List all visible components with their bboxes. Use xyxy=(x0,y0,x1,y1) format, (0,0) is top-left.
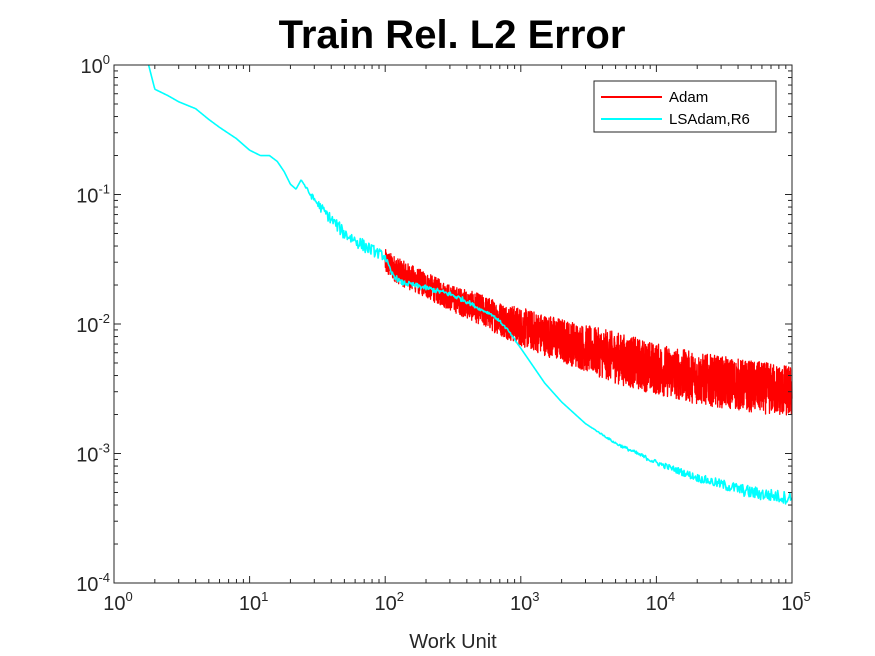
x-axis-tick-labels: 100 101 102 103 104 105 xyxy=(103,589,810,615)
x-tick-exponent: 1 xyxy=(261,589,268,604)
x-axis-label: Work Unit xyxy=(409,631,497,653)
legend-label-2: LSAdam,R6 xyxy=(669,111,750,128)
x-tick-exponent: 0 xyxy=(126,589,133,604)
series-line-2 xyxy=(147,64,793,505)
y-tick-base: 10 xyxy=(76,315,98,337)
y-tick-label: 10-4 xyxy=(76,570,110,596)
legend: Adam LSAdam,R6 xyxy=(593,80,777,133)
x-tick-base: 10 xyxy=(239,593,261,615)
x-tick-label: 100 xyxy=(103,589,132,615)
y-tick-label: 10-2 xyxy=(76,311,110,337)
y-tick-exponent: -1 xyxy=(98,182,110,197)
y-tick-base: 10 xyxy=(76,186,98,208)
legend-box xyxy=(593,80,777,133)
plot-lines xyxy=(147,64,793,505)
x-tick-label: 103 xyxy=(510,589,539,615)
y-tick-exponent: -4 xyxy=(98,570,110,585)
y-tick-base: 10 xyxy=(76,574,98,596)
x-tick-base: 10 xyxy=(374,593,396,615)
x-tick-exponent: 2 xyxy=(397,589,404,604)
y-tick-label: 10-3 xyxy=(76,441,110,467)
x-tick-label: 105 xyxy=(781,589,810,615)
x-tick-exponent: 5 xyxy=(804,589,811,604)
y-tick-label: 10-1 xyxy=(76,182,110,208)
plot-frame xyxy=(113,64,793,584)
x-tick-base: 10 xyxy=(510,593,532,615)
y-tick-exponent: -2 xyxy=(98,311,110,326)
x-tick-base: 10 xyxy=(781,593,803,615)
axis-ticks xyxy=(113,64,793,584)
y-tick-exponent: -3 xyxy=(98,441,110,456)
x-tick-exponent: 4 xyxy=(668,589,675,604)
y-tick-label: 100 xyxy=(81,52,110,78)
y-tick-exponent: 0 xyxy=(103,52,110,67)
legend-label-1: Adam xyxy=(669,89,708,106)
x-tick-label: 101 xyxy=(239,589,268,615)
chart-title: Train Rel. L2 Error xyxy=(279,13,626,57)
x-tick-base: 10 xyxy=(646,593,668,615)
y-tick-base: 10 xyxy=(76,445,98,467)
y-tick-base: 10 xyxy=(81,56,103,78)
x-tick-exponent: 3 xyxy=(532,589,539,604)
x-tick-base: 10 xyxy=(103,593,125,615)
x-tick-label: 102 xyxy=(374,589,403,615)
x-tick-label: 104 xyxy=(646,589,675,615)
series-line-1 xyxy=(384,249,793,416)
